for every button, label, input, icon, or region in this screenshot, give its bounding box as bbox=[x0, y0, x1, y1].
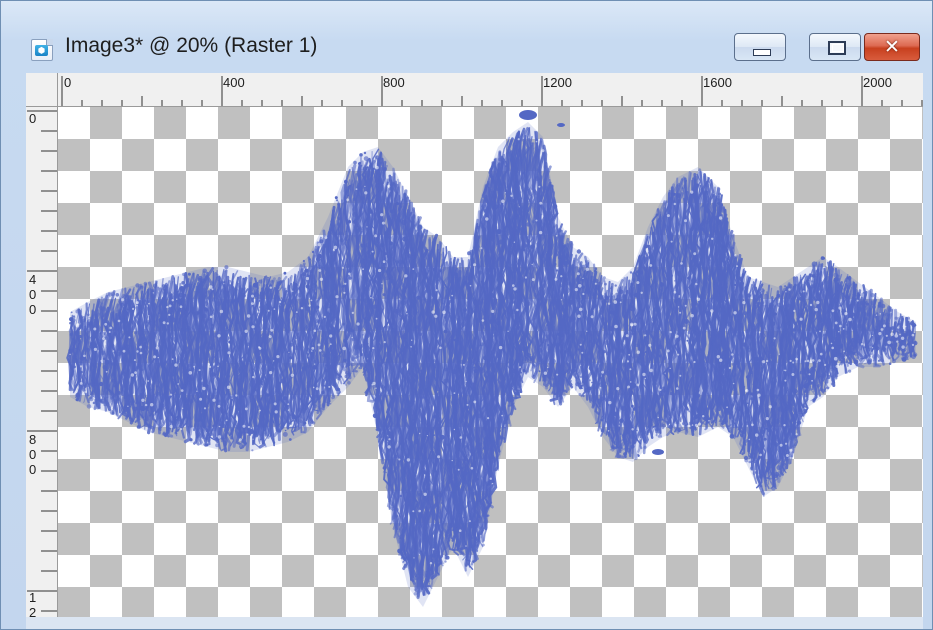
ruler-vlabel-400-d2: 0 bbox=[29, 302, 37, 317]
maximize-icon bbox=[828, 41, 846, 55]
minimize-button[interactable] bbox=[734, 33, 786, 61]
ruler-label-0: 0 bbox=[64, 75, 72, 90]
ruler-vlabel-0-d0: 0 bbox=[29, 111, 37, 126]
horizontal-ruler: 0 400 800 1200 1600 2000 bbox=[58, 73, 923, 107]
ruler-vlabel-800-d0: 8 bbox=[29, 432, 37, 447]
vertical-ruler-ticks bbox=[27, 110, 57, 612]
psp-image-icon[interactable]: ⬢ bbox=[31, 39, 53, 61]
ruler-label-1200: 1200 bbox=[543, 75, 572, 90]
ruler-corner bbox=[26, 73, 58, 107]
horizontal-ruler-ticks bbox=[61, 76, 923, 106]
ruler-vlabel-1200-d0: 1 bbox=[29, 590, 37, 605]
brush-stroke-artwork bbox=[66, 110, 918, 607]
ruler-label-2000: 2000 bbox=[863, 75, 892, 90]
window-title: Image3* @ 20% (Raster 1) bbox=[65, 34, 318, 57]
ruler-vlabel-400-d1: 0 bbox=[29, 287, 37, 302]
ruler-vlabel-1200-d1: 2 bbox=[29, 605, 37, 617]
window-bottom-edge bbox=[26, 617, 923, 629]
ruler-vlabel-800-d1: 0 bbox=[29, 447, 37, 462]
image-canvas[interactable] bbox=[58, 107, 923, 617]
ruler-vlabel-800-d2: 0 bbox=[29, 462, 37, 477]
ruler-label-1600: 1600 bbox=[703, 75, 732, 90]
ruler-label-800: 800 bbox=[383, 75, 405, 90]
vertical-ruler: 0 4 0 0 8 0 0 1 2 bbox=[26, 107, 58, 617]
minimize-icon bbox=[753, 49, 771, 56]
ruler-label-400: 400 bbox=[223, 75, 245, 90]
maximize-button[interactable] bbox=[809, 33, 861, 61]
title-bar[interactable]: ⬢ Image3* @ 20% (Raster 1) ✕ bbox=[1, 1, 932, 73]
ruler-vlabel-400-d0: 4 bbox=[29, 272, 37, 287]
close-icon: ✕ bbox=[884, 36, 900, 58]
close-button[interactable]: ✕ bbox=[864, 33, 920, 61]
